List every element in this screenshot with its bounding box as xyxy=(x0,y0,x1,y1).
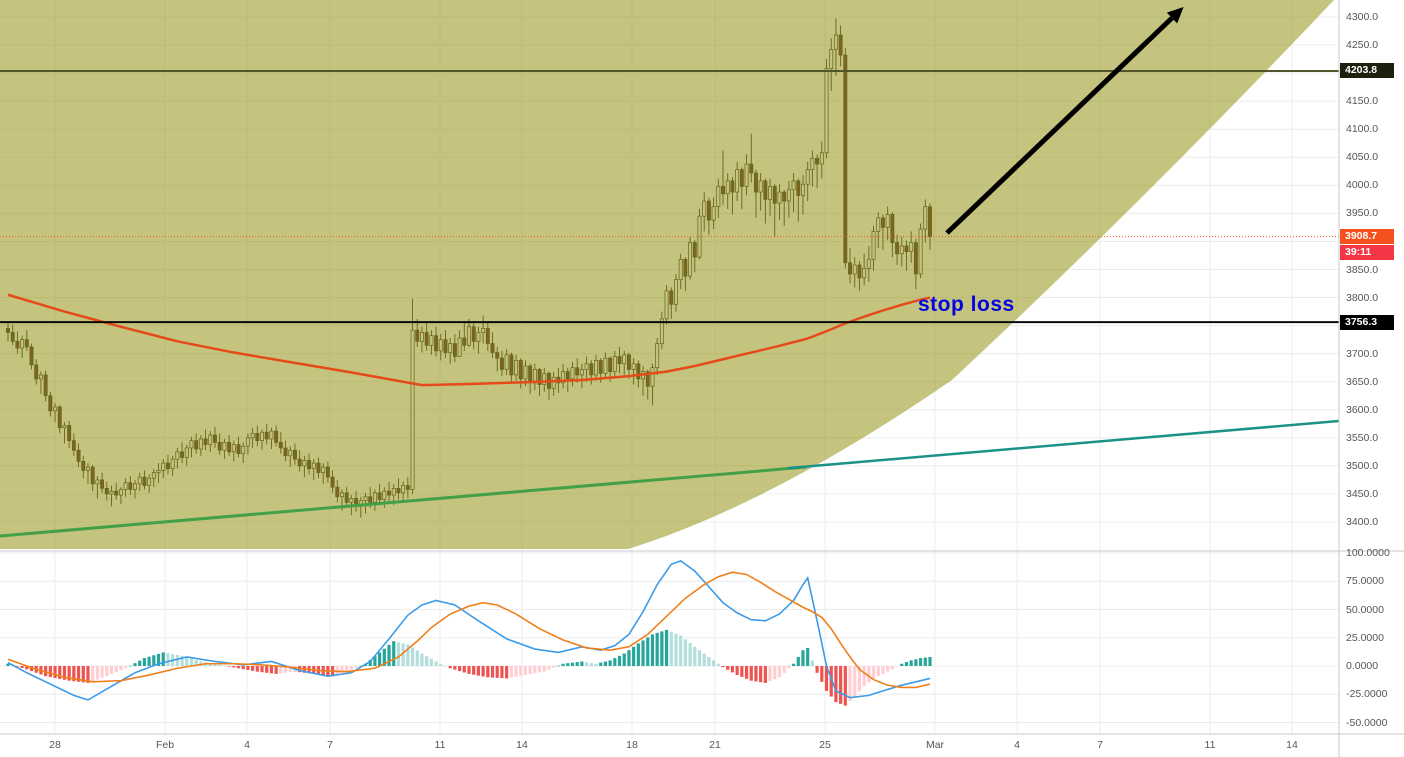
price-tick-label: 4100.0 xyxy=(1346,123,1379,136)
indicator-tick-label: 100.0000 xyxy=(1346,547,1390,559)
price-tick-label: 4300.0 xyxy=(1346,11,1379,23)
indicator-tick-label: 0.0000 xyxy=(1346,660,1379,672)
indicator-tick-label: 75.0000 xyxy=(1346,575,1384,588)
time-tick-label: 7 xyxy=(1097,739,1103,751)
time-tick-label: 21 xyxy=(709,739,721,751)
time-tick-label: 14 xyxy=(516,739,528,751)
price-tick-label: 3400.0 xyxy=(1346,516,1379,528)
time-tick-label: 7 xyxy=(327,739,333,751)
price-tick-label: 3700.0 xyxy=(1346,347,1379,360)
time-tick-label: 28 xyxy=(49,739,61,751)
time-tick-label: 4 xyxy=(244,739,250,751)
teal-trendline[interactable] xyxy=(787,419,1340,470)
price-tick-label: 3850.0 xyxy=(1346,263,1379,276)
price-tick-label: 3950.0 xyxy=(1346,207,1379,220)
price-tick-label: 4150.0 xyxy=(1346,95,1379,108)
price-tick-label: 3500.0 xyxy=(1346,459,1379,472)
time-tick-label: 14 xyxy=(1286,739,1298,751)
price-label-last: 3908.7 xyxy=(1340,229,1394,245)
price-label-resistance[interactable]: 4203.8 xyxy=(1340,63,1394,79)
price-tick-label: 3450.0 xyxy=(1346,487,1379,500)
indicator-tick-label: 25.0000 xyxy=(1346,631,1384,644)
indicator-tick-label: -25.0000 xyxy=(1346,688,1388,701)
macd-histogram xyxy=(6,629,932,706)
price-tick-label: 3600.0 xyxy=(1346,403,1379,416)
macd-line xyxy=(7,560,931,701)
indicator-tick-label: 50.0000 xyxy=(1346,603,1384,616)
channel-fill-drawing[interactable] xyxy=(0,0,1334,549)
trend-arrow-head[interactable] xyxy=(1166,6,1184,24)
price-label-stop[interactable]: 3756.3 xyxy=(1340,314,1394,330)
price-tick-label: 3650.0 xyxy=(1346,375,1379,388)
time-tick-label: 11 xyxy=(1204,739,1216,751)
moving-average-line[interactable] xyxy=(7,293,931,387)
stop-loss-annotation[interactable]: stop loss xyxy=(918,293,1015,316)
time-tick-label: Feb xyxy=(155,739,175,751)
price-tick-label: 4050.0 xyxy=(1346,151,1379,164)
macd-signal-line xyxy=(7,571,931,689)
time-tick-label: 11 xyxy=(434,739,446,751)
time-tick-label: 18 xyxy=(626,739,638,751)
trend-arrow[interactable] xyxy=(945,16,1174,235)
price-tick-label: 4250.0 xyxy=(1346,39,1379,52)
price-tick-label: 3550.0 xyxy=(1346,431,1379,444)
green-trendline[interactable] xyxy=(0,465,807,538)
price-tick-label: 4000.0 xyxy=(1346,179,1379,192)
time-tick-label: 4 xyxy=(1014,739,1020,751)
price-tick-label: 3800.0 xyxy=(1346,291,1379,304)
time-tick-label: 25 xyxy=(819,739,831,751)
candle-countdown-label: 39:11 xyxy=(1340,244,1394,260)
time-tick-label: Mar xyxy=(925,739,945,751)
indicator-tick-label: -50.0000 xyxy=(1346,716,1388,729)
